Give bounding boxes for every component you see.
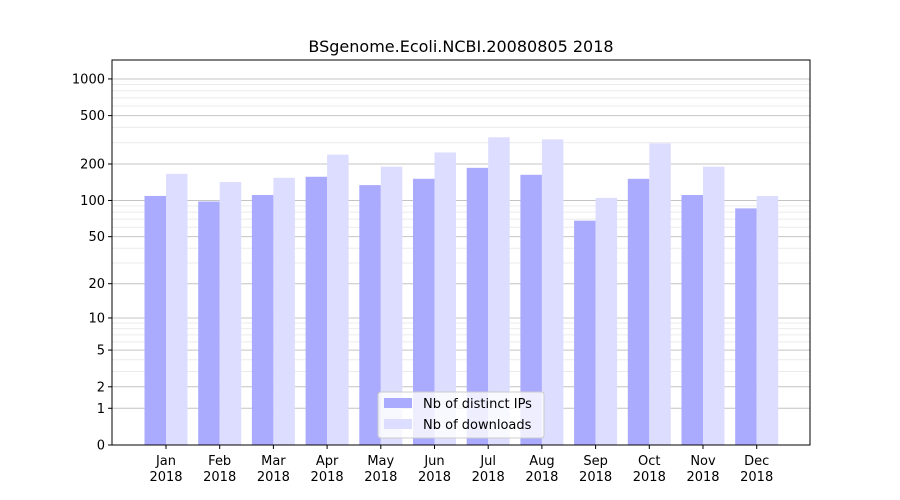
chart-title: BSgenome.Ecoli.NCBI.20080805 2018 xyxy=(308,37,613,56)
legend-swatch xyxy=(384,419,412,429)
bar-distinct-ips xyxy=(466,167,489,445)
x-tick-label-line: 2018 xyxy=(525,470,558,485)
y-tick-label: 50 xyxy=(88,230,105,245)
x-tick-label-line: Oct xyxy=(638,454,660,469)
legend-label: Nb of distinct IPs xyxy=(423,397,532,412)
x-tick-label-line: Aug xyxy=(529,454,554,469)
bar-distinct-ips xyxy=(574,220,596,445)
y-tick-label: 2 xyxy=(97,380,105,395)
bar-downloads xyxy=(219,182,242,445)
x-tick-label: Apr 2018 xyxy=(311,454,344,485)
bar-distinct-ips xyxy=(735,208,757,445)
legend-label: Nb of downloads xyxy=(423,418,532,433)
x-tick-label: Jan 2018 xyxy=(149,454,182,485)
x-tick-label-line: Sep xyxy=(583,454,608,469)
bar-distinct-ips xyxy=(305,176,328,445)
x-tick-label-line: 2018 xyxy=(311,470,344,485)
x-tick-label: May 2018 xyxy=(364,454,397,485)
x-tick-label: Jul 2018 xyxy=(472,454,505,485)
x-tick-label-line: 2018 xyxy=(418,470,451,485)
bar-distinct-ips xyxy=(413,178,435,446)
x-tick-label-line: May xyxy=(367,454,394,469)
y-tick-label: 5 xyxy=(97,344,105,359)
y-tick-label: 200 xyxy=(80,158,105,173)
bar-downloads xyxy=(380,166,403,445)
bar-downloads xyxy=(703,166,725,445)
x-tick-label-line: 2018 xyxy=(633,470,666,485)
bar-downloads xyxy=(327,154,349,445)
y-tick-label: 1 xyxy=(97,402,105,417)
x-tick-label: Oct 2018 xyxy=(633,454,666,485)
y-tick-label: 500 xyxy=(80,109,105,124)
bar-distinct-ips xyxy=(627,178,650,446)
bar-distinct-ips xyxy=(520,174,542,445)
bar-downloads xyxy=(166,173,188,445)
x-tick-label-line: Jun xyxy=(423,454,444,469)
bar-downloads xyxy=(434,152,456,445)
bar-distinct-ips xyxy=(359,185,381,445)
x-tick-label-line: 2018 xyxy=(257,470,290,485)
x-tick-label-line: Jul xyxy=(479,454,496,469)
x-tick-label: Aug 2018 xyxy=(525,454,558,485)
bar-distinct-ips xyxy=(251,194,274,445)
x-tick-label: Mar 2018 xyxy=(257,454,290,485)
x-tick-label-line: Jan xyxy=(155,454,176,469)
x-tick-label: Dec 2018 xyxy=(740,454,773,485)
x-tick-label-line: Apr xyxy=(316,454,339,469)
legend-box xyxy=(377,391,545,439)
bar-downloads xyxy=(488,137,510,445)
plot-frame xyxy=(111,59,811,446)
x-tick-label-line: 2018 xyxy=(740,470,773,485)
x-tick-label-line: Feb xyxy=(208,454,231,469)
x-tick-label: Sep 2018 xyxy=(579,454,612,485)
x-tick-label: Jun 2018 xyxy=(418,454,451,485)
y-tick-label: 1000 xyxy=(72,72,105,87)
x-tick-label-line: 2018 xyxy=(364,470,397,485)
bar-distinct-ips xyxy=(198,201,220,445)
x-tick-label-line: 2018 xyxy=(579,470,612,485)
x-tick-label-line: 2018 xyxy=(686,470,719,485)
x-tick-label-line: 2018 xyxy=(203,470,236,485)
y-tick-label: 100 xyxy=(80,194,105,209)
x-tick-label-line: Mar xyxy=(261,454,286,469)
x-tick-label-line: 2018 xyxy=(472,470,505,485)
x-tick-label-line: 2018 xyxy=(149,470,182,485)
y-tick-label: 10 xyxy=(88,311,105,326)
bar-distinct-ips xyxy=(144,195,166,445)
bar-distinct-ips xyxy=(681,194,703,445)
legend-swatch xyxy=(384,398,412,408)
y-tick-label: 20 xyxy=(88,277,105,292)
x-tick-label: Feb 2018 xyxy=(203,454,236,485)
bar-downloads xyxy=(273,177,295,445)
bar-downloads xyxy=(649,143,671,445)
bar-downloads xyxy=(595,197,618,445)
bar-downloads xyxy=(756,195,779,445)
x-tick-label-line: Nov xyxy=(690,454,716,469)
x-tick-label-line: Dec xyxy=(744,454,769,469)
y-tick-label: 0 xyxy=(97,439,105,454)
legend: Nb of distinct IPs Nb of downloads xyxy=(377,391,545,439)
bar-downloads xyxy=(541,139,564,445)
x-tick-label: Nov 2018 xyxy=(686,454,719,485)
